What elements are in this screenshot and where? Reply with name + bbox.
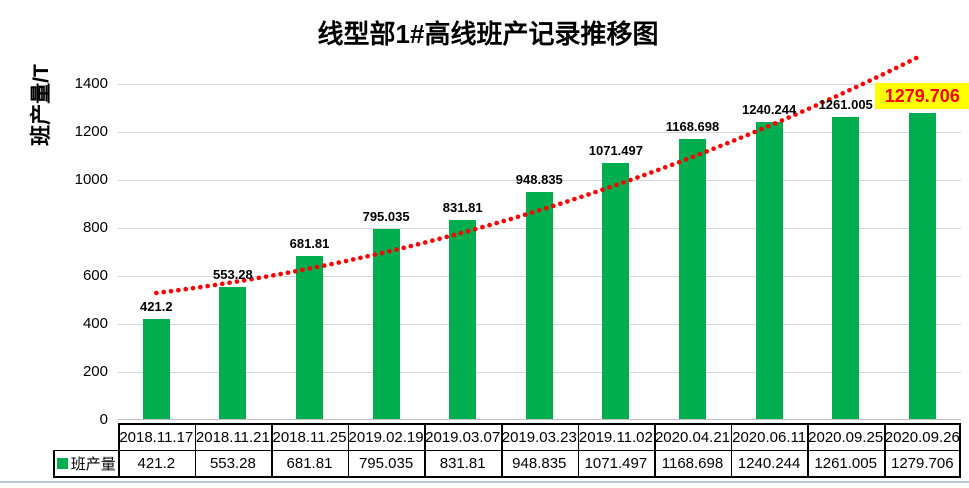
table-border <box>53 449 55 478</box>
x-axis-line <box>118 419 961 420</box>
bar-data-label: 1261.005 <box>818 97 873 113</box>
bar-data-label-highlighted: 1279.706 <box>875 82 969 109</box>
y-axis-tick-label: 1200 <box>74 122 108 140</box>
table-date-cell: 2020.06.11 <box>732 428 807 446</box>
legend-label: 班产量 <box>70 456 116 474</box>
bar-data-label: 1168.698 <box>665 119 720 135</box>
gridline <box>118 179 961 181</box>
table-value-cell: 1168.698 <box>661 455 724 473</box>
table-date-cell: 2018.11.17 <box>119 428 194 446</box>
table-date-cell: 2020.04.21 <box>654 428 731 446</box>
bar <box>908 112 936 420</box>
table-border <box>807 423 809 478</box>
table-date-cell: 2020.09.25 <box>808 428 884 446</box>
worksheet-gridline <box>0 481 969 483</box>
bar-data-label: 795.035 <box>362 208 410 224</box>
table-border <box>271 423 273 478</box>
bar <box>142 318 170 420</box>
bar-data-label: 553.28 <box>213 266 253 282</box>
bar-data-label: 421.2 <box>140 298 173 314</box>
table-value-cell: 553.28 <box>209 455 256 473</box>
y-axis-tick-label: 200 <box>82 362 108 380</box>
table-border <box>118 423 120 478</box>
table-border <box>959 423 961 478</box>
bar <box>372 228 400 420</box>
bar-data-label: 948.835 <box>515 172 563 188</box>
y-axis-tick-label: 1400 <box>74 75 108 92</box>
table-date-cell: 2019.03.23 <box>501 428 577 446</box>
table-date-cell: 2018.11.25 <box>272 428 347 446</box>
table-border <box>53 449 961 452</box>
table-value-cell: 1071.497 <box>584 455 648 473</box>
bar <box>525 192 553 420</box>
legend-swatch-icon <box>56 458 68 470</box>
table-border <box>654 423 656 478</box>
bar <box>679 139 706 420</box>
y-axis-tick-label: 1000 <box>74 170 108 188</box>
gridline <box>118 131 961 133</box>
bar-data-label: 831.81 <box>442 200 483 216</box>
table-value-cell: 795.035 <box>358 455 414 473</box>
bar <box>296 256 323 420</box>
table-border <box>884 423 886 478</box>
table-value-cell: 1261.005 <box>814 455 877 473</box>
table-border <box>347 423 350 478</box>
table-border <box>501 423 503 478</box>
table-date-cell: 2020.09.26 <box>884 428 960 446</box>
gridline <box>118 84 961 85</box>
chart-title: 线型部1#高线班产记录推移图 <box>317 19 659 49</box>
table-value-cell: 1240.244 <box>737 455 801 473</box>
y-axis-tick-label: 400 <box>82 314 108 332</box>
table-value-cell: 681.81 <box>286 455 333 473</box>
bar <box>219 286 247 420</box>
bar <box>755 122 783 420</box>
bar-data-label: 1071.497 <box>588 142 643 158</box>
table-border <box>730 423 733 478</box>
table-border <box>53 476 961 478</box>
table-date-cell: 2019.11.02 <box>578 428 653 446</box>
bar <box>832 117 860 420</box>
table-date-cell: 2019.03.07 <box>425 428 501 446</box>
table-date-cell: 2019.02.19 <box>348 428 424 446</box>
bar <box>449 220 477 420</box>
bar-data-label: 1240.244 <box>741 102 797 118</box>
bar-data-label: 681.81 <box>289 236 330 252</box>
table-value-cell: 948.835 <box>512 455 567 473</box>
y-axis-tick-label: 800 <box>82 218 108 236</box>
table-border <box>118 423 961 425</box>
table-border <box>577 423 580 478</box>
y-axis-tick-label: 600 <box>82 266 108 284</box>
legend-key: 班产量 <box>55 451 119 476</box>
table-value-cell: 831.81 <box>439 455 486 473</box>
table-border <box>424 423 426 478</box>
table-border <box>194 423 197 478</box>
table-value-cell: 1279.706 <box>891 455 954 473</box>
y-axis-tick-label: 0 <box>99 410 108 428</box>
table-date-cell: 2018.11.21 <box>195 428 270 446</box>
table-value-cell: 421.2 <box>137 455 176 473</box>
bar <box>602 162 630 420</box>
